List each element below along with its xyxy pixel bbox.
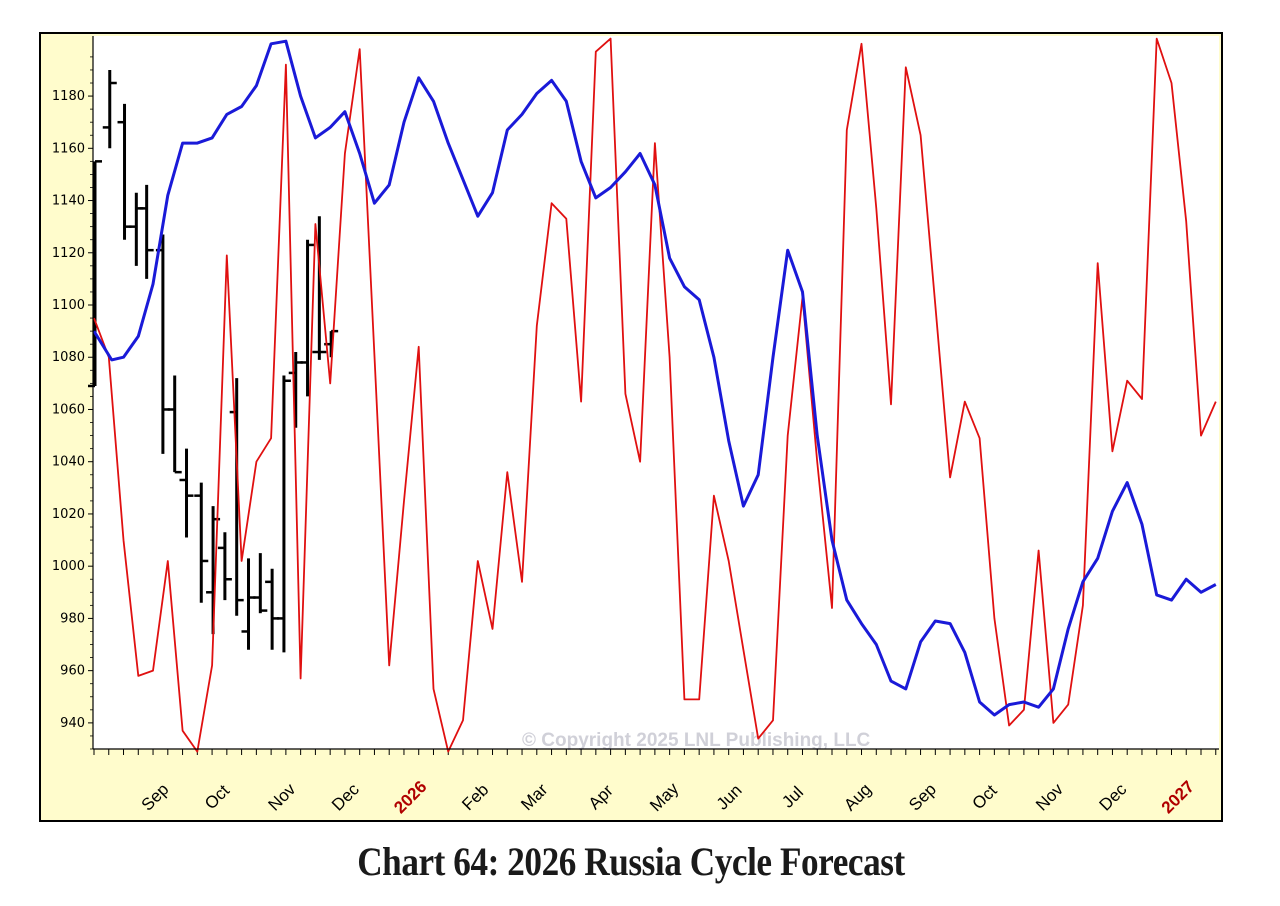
- y-tick-label: 1020: [52, 507, 85, 522]
- cycle-line-red: [93, 37, 1217, 753]
- cycle-line-blue: [92, 39, 1217, 717]
- y-tick-label: 1140: [52, 194, 85, 209]
- y-tick-label: 1180: [52, 89, 85, 104]
- y-tick-label: 960: [60, 664, 85, 679]
- y-tick-label: 1100: [52, 298, 85, 313]
- y-tick-label: 1000: [52, 559, 85, 574]
- y-tick-label: 940: [60, 716, 85, 731]
- chart-caption: Chart 64: 2026 Russia Cycle Forecast: [357, 839, 905, 884]
- y-axis: 940 960 980 1000 1020 1040 1060 1080 1100 1120 114…: [52, 56, 93, 750]
- y-tick-label: 1120: [52, 246, 85, 261]
- y-tick-label: 1080: [52, 350, 85, 365]
- copyright-watermark: © Copyright 2025 LNL Publishing, LLC: [522, 730, 871, 751]
- plot-area: [93, 36, 1219, 749]
- price-bars: [88, 69, 339, 653]
- y-tick-label: 1060: [52, 402, 85, 417]
- y-tick-label: 1040: [52, 455, 85, 470]
- y-tick-label: 980: [60, 611, 85, 626]
- y-tick-label: 1160: [52, 141, 85, 156]
- cycle-series: [92, 37, 1217, 753]
